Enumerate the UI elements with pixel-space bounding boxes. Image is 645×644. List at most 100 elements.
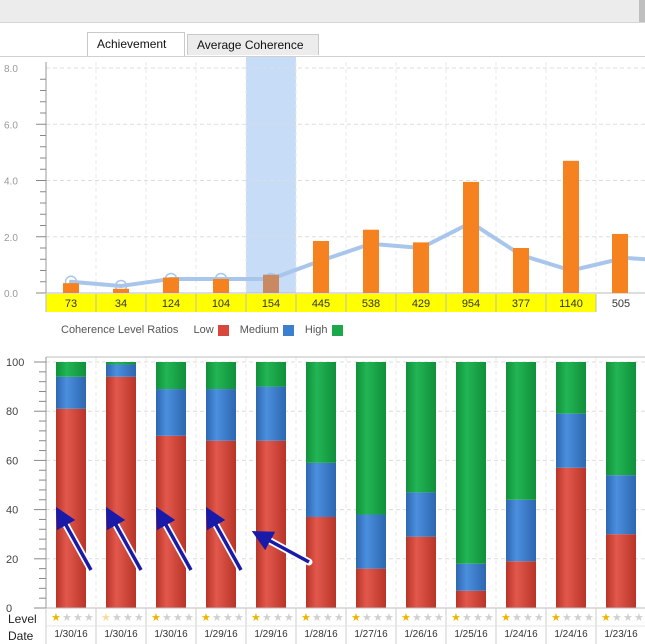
achievement-bar: [563, 160, 579, 293]
label-highlight: [396, 294, 446, 312]
y-tick-label: 100: [6, 357, 24, 369]
high-segment: [306, 362, 336, 463]
low-segment: [106, 376, 136, 608]
medium-segment: [556, 413, 586, 468]
medium-segment: [606, 475, 636, 535]
star-filled-icon: ★: [151, 611, 161, 624]
star-empty-icon: ★: [323, 611, 333, 624]
y-tick-label: 20: [6, 554, 18, 566]
achievement-bar: [513, 248, 529, 293]
star-empty-icon: ★: [623, 611, 633, 624]
star-empty-icon: ★: [523, 611, 533, 624]
y-tick-label: 8.0: [4, 64, 18, 75]
star-empty-icon: ★: [362, 611, 372, 624]
low-segment: [456, 590, 486, 608]
tab-achievement[interactable]: Achievement: [87, 32, 185, 56]
star-empty-icon: ★: [573, 611, 583, 624]
star-empty-icon: ★: [462, 611, 472, 624]
star-empty-icon: ★: [234, 611, 244, 624]
star-empty-icon: ★: [373, 611, 383, 624]
y-tick-label: 6.0: [4, 120, 18, 131]
star-empty-icon: ★: [273, 611, 283, 624]
date-label: 1/29/16: [254, 629, 288, 640]
y-tick-label: 0.0: [4, 289, 18, 300]
legend-low-swatch: [217, 324, 229, 336]
tab-average-coherence[interactable]: Average Coherence: [187, 34, 319, 55]
low-segment: [306, 516, 336, 608]
medium-segment: [206, 389, 236, 441]
achievement-bar: [413, 242, 429, 293]
y-tick-label: 2.0: [4, 233, 18, 244]
date-label: 1/28/16: [304, 629, 338, 640]
medium-segment: [106, 364, 136, 377]
point-count-label: 377: [512, 298, 530, 310]
low-segment: [256, 440, 286, 608]
star-empty-icon: ★: [112, 611, 122, 624]
annotation-arrow: [55, 506, 93, 571]
star-empty-icon: ★: [101, 611, 111, 624]
star-empty-icon: ★: [162, 611, 172, 624]
titlebar-edge: [639, 0, 645, 22]
high-segment: [56, 362, 86, 377]
achievement-bar: [213, 278, 229, 293]
medium-segment: [506, 499, 536, 562]
high-segment: [156, 362, 186, 390]
achievement-bar: [63, 283, 79, 293]
medium-segment: [306, 462, 336, 517]
point-count-label: 104: [212, 298, 230, 310]
star-empty-icon: ★: [173, 611, 183, 624]
achievement-bar: [263, 274, 279, 293]
y-tick-label: 60: [6, 455, 18, 467]
star-empty-icon: ★: [423, 611, 433, 624]
date-label: 1/29/16: [204, 629, 238, 640]
annotation-arrow-outline: [207, 512, 245, 574]
legend-low-label: Low: [193, 324, 214, 337]
achievement-bar: [363, 229, 379, 293]
label-highlight: [96, 294, 146, 312]
achievement-bar: [113, 288, 129, 293]
date-label: 1/30/16: [54, 629, 88, 640]
star-filled-icon: ★: [301, 611, 311, 624]
label-highlight: [446, 294, 496, 312]
label-highlight: [246, 294, 296, 312]
star-empty-icon: ★: [473, 611, 483, 624]
medium-segment: [356, 514, 386, 569]
star-filled-icon: ★: [551, 611, 561, 624]
star-filled-icon: ★: [201, 611, 211, 624]
annotation-arrow-outline: [57, 512, 95, 574]
star-empty-icon: ★: [212, 611, 222, 624]
high-segment: [106, 362, 136, 365]
date-row-label: Date: [8, 629, 34, 643]
date-label: 1/26/16: [404, 629, 438, 640]
legend-title: Coherence Level Ratios: [61, 324, 179, 337]
high-segment: [456, 362, 486, 564]
annotation-arrow: [205, 506, 243, 571]
medium-segment: [156, 389, 186, 436]
legend-high-label: High: [304, 324, 328, 337]
star-empty-icon: ★: [62, 611, 72, 624]
star-empty-icon: ★: [284, 611, 294, 624]
achievement-bar: [313, 240, 329, 293]
medium-segment: [406, 492, 436, 537]
medium-segment: [56, 376, 86, 409]
low-segment: [606, 534, 636, 608]
point-count-label: 154: [262, 298, 280, 310]
star-empty-icon: ★: [73, 611, 83, 624]
point-count-label: 445: [312, 298, 330, 310]
y-tick-label: 40: [6, 505, 18, 517]
low-segment: [156, 435, 186, 608]
star-empty-icon: ★: [312, 611, 322, 624]
point-count-label: 429: [412, 298, 430, 310]
label-highlight: [46, 294, 96, 312]
annotation-arrow: [251, 530, 310, 564]
star-empty-icon: ★: [484, 611, 494, 624]
label-highlight: [196, 294, 246, 312]
label-highlight: [346, 294, 396, 312]
medium-segment: [456, 563, 486, 591]
label-highlight: [146, 294, 196, 312]
point-count-label: 954: [462, 298, 480, 310]
star-filled-icon: ★: [401, 611, 411, 624]
star-filled-icon: ★: [51, 611, 61, 624]
point-count-label: 1140: [559, 298, 583, 310]
star-empty-icon: ★: [512, 611, 522, 624]
